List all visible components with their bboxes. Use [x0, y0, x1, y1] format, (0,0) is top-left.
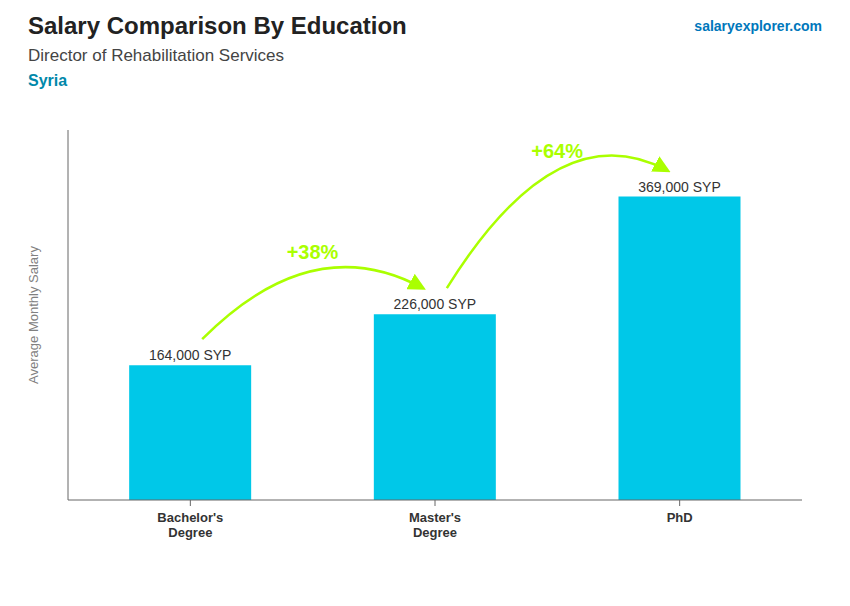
html-text:salaryexplorer.com: salaryexplorer.com — [694, 18, 822, 34]
svg-text:Master'sDegree: Master'sDegree — [409, 510, 461, 540]
svg-text:PhD: PhD — [667, 510, 693, 525]
svg-text:Average Monthly Salary: Average Monthly Salary — [26, 246, 41, 384]
svg-text:+64%: +64% — [531, 140, 583, 162]
svg-text:369,000 SYP: 369,000 SYP — [638, 179, 721, 195]
svg-text:+38%: +38% — [287, 241, 339, 263]
html-text:Syria: Syria — [28, 72, 68, 89]
html-text:Director of Rehabilitation Ser: Director of Rehabilitation Services — [28, 46, 285, 65]
svg-text:164,000 SYP: 164,000 SYP — [149, 347, 232, 363]
html-text:Salary Comparison By Education: Salary Comparison By Education — [28, 12, 407, 39]
svg-text:Bachelor'sDegree: Bachelor'sDegree — [157, 510, 223, 540]
svg-text:226,000 SYP: 226,000 SYP — [394, 296, 477, 312]
